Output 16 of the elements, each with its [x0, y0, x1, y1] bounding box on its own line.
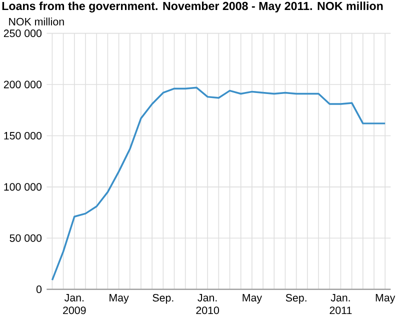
x-tick-label: Jan. 2010 [196, 294, 220, 314]
x-tick-label: May [242, 294, 262, 304]
y-tick-label: 150 000 [4, 132, 42, 140]
y-tick-label: 50 000 [10, 234, 42, 242]
y-tick-label: 200 000 [4, 80, 42, 88]
x-tick-label: Jan. 2011 [330, 294, 352, 314]
x-tick-label: May [110, 294, 129, 304]
y-tick-label: 250 000 [4, 30, 42, 38]
x-tick-label: Sep. [286, 294, 306, 304]
x-tick-label: May [376, 294, 396, 304]
y-tick-label: 100 000 [4, 183, 42, 191]
y-tick-label: 0 [36, 286, 42, 294]
y-axis-title: NOK million [9, 18, 64, 26]
x-tick-label: Jan. 2009 [63, 294, 86, 314]
x-tick-label: Sep. [152, 294, 174, 304]
chart-title: Loans from the government. November 2008 - May 2011. NOK million [2, 2, 383, 12]
